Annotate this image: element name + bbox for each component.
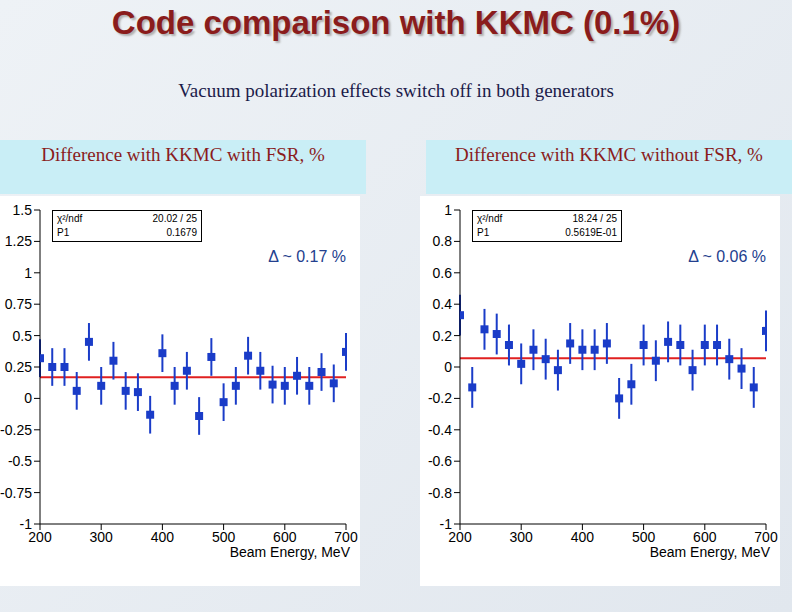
svg-text:-0.25: -0.25 [8,422,32,438]
svg-text:600: 600 [693,529,717,545]
html-text:Difference with KKMC without F: Difference with KKMC without FSR, % [455,144,763,165]
svg-text:-0.4: -0.4 [428,422,452,438]
svg-text:700: 700 [334,529,358,545]
html-text:P1: P1 [57,227,70,238]
svg-text:-1: -1 [440,516,453,532]
html-text:χ²/ndf: χ²/ndf [477,213,503,224]
svg-text:300: 300 [90,529,114,545]
svg-text:0.25: 0.25 [8,359,32,375]
html-text:0.1679: 0.1679 [166,227,197,238]
html-text:18.24 / 25: 18.24 / 25 [572,213,617,224]
html-text:Δ ~ 0.17 %: Δ ~ 0.17 % [268,248,346,265]
svg-text:1: 1 [444,202,452,218]
svg-text:1.25: 1.25 [8,233,32,249]
html-text:P1: P1 [477,227,490,238]
svg-text:500: 500 [212,529,236,545]
svg-text:300: 300 [510,529,534,545]
svg-text:500: 500 [632,529,656,545]
html-text:0.5619E-01: 0.5619E-01 [565,227,617,238]
svg-text:200: 200 [28,528,52,545]
svg-text:0: 0 [444,359,452,375]
svg-text:0.5: 0.5 [13,328,33,344]
svg-text:0.75: 0.75 [8,296,32,312]
svg-text:400: 400 [151,529,175,545]
html-text:Δ ~ 0.06 %: Δ ~ 0.06 % [688,248,766,265]
svg-text:1.5: 1.5 [13,202,33,218]
svg-text:200: 200 [448,528,472,545]
svg-text:-0.8: -0.8 [428,485,452,501]
svg-text:-0.75: -0.75 [8,485,32,501]
svg-text:0.4: 0.4 [433,296,453,312]
html-text:20.02 / 25: 20.02 / 25 [152,213,197,224]
svg-text:400: 400 [571,529,595,545]
html-text:Beam Energy, MeV: Beam Energy, MeV [649,544,770,560]
html-text:Code comparison with KKMC (0.1: Code comparison with KKMC (0.1%) [111,4,681,41]
svg-text:1: 1 [24,265,32,281]
html-text:Beam Energy, MeV: Beam Energy, MeV [229,544,350,560]
svg-text:0.6: 0.6 [433,265,453,281]
svg-text:0: 0 [24,390,32,406]
svg-text:-0.2: -0.2 [428,390,452,406]
svg-text:-1: -1 [20,516,33,532]
svg-text:700: 700 [754,529,778,545]
svg-text:-0.6: -0.6 [428,453,452,469]
svg-text:-0.5: -0.5 [8,453,32,469]
html-text:χ²/ndf: χ²/ndf [57,213,83,224]
svg-text:600: 600 [273,529,297,545]
html-text:Vacuum polarization effects sw: Vacuum polarization effects switch off i… [178,80,614,101]
svg-text:0.2: 0.2 [433,328,453,344]
html-text:Difference with KKMC with FSR,: Difference with KKMC with FSR, % [41,144,325,165]
svg-text:0.8: 0.8 [433,233,453,249]
